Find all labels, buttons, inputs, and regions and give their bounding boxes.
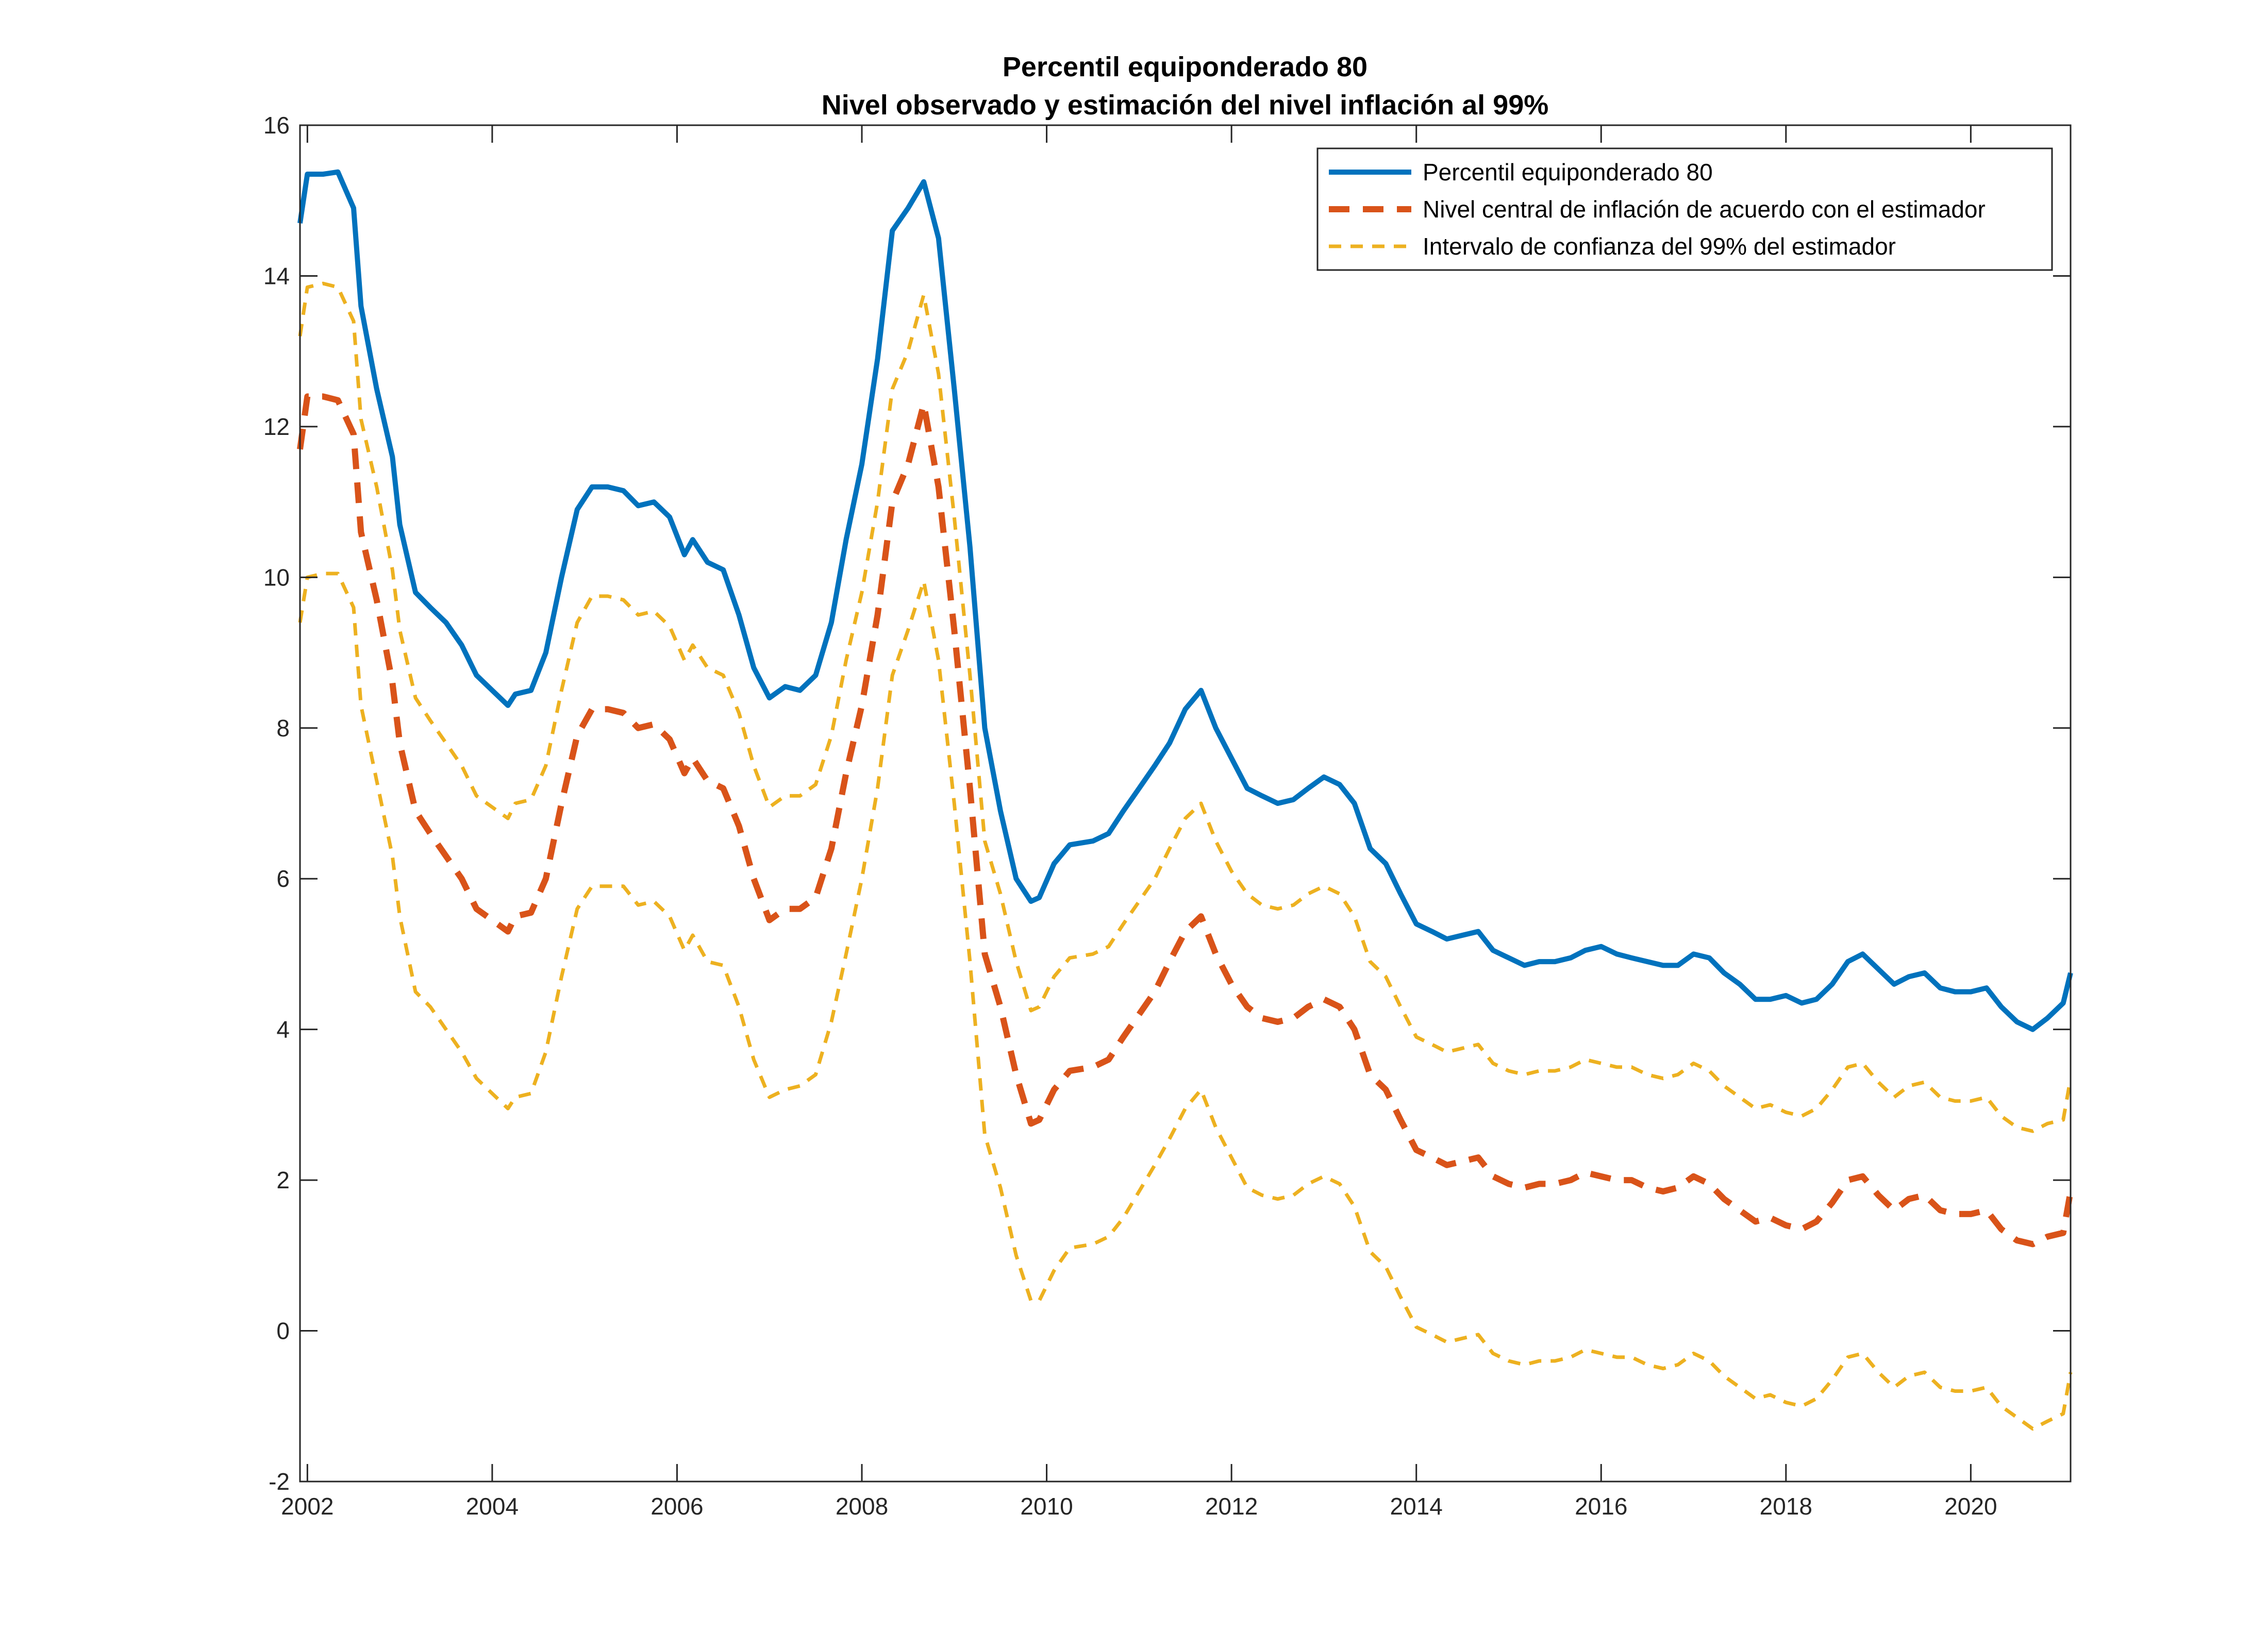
- y-tick-label: 8: [276, 715, 290, 742]
- x-tick-label: 2008: [836, 1493, 888, 1520]
- series-layer: [297, 169, 2074, 1431]
- y-tick-label: 2: [276, 1167, 290, 1193]
- y-tick-label: -2: [269, 1468, 290, 1495]
- x-tick-label: 2018: [1760, 1493, 1812, 1520]
- y-tick-label: 6: [276, 865, 290, 892]
- legend-label: Intervalo de confianza del 99% del estim…: [1423, 233, 1896, 260]
- y-tick-label: 10: [263, 564, 290, 591]
- chart-title: Percentil equiponderado 80: [1003, 52, 1368, 82]
- tick-layer: 2002 2004 2006 2008 2010 2012 2014 2016 2018 2020…: [263, 112, 2071, 1520]
- x-tick-label: 2006: [651, 1493, 703, 1520]
- plot-area: [300, 125, 2071, 1482]
- y-tick-label: 12: [263, 413, 290, 440]
- x-tick-label: 2012: [1205, 1493, 1258, 1520]
- x-tick-label: 2020: [1944, 1493, 1997, 1520]
- x-tick-label: 2004: [466, 1493, 519, 1520]
- x-tick-label: 2016: [1575, 1493, 1627, 1520]
- y-tick-label: 4: [276, 1016, 290, 1043]
- series-line-0: [297, 169, 2073, 1032]
- series-line-1: [297, 393, 2074, 1248]
- x-tick-label: 2010: [1020, 1493, 1073, 1520]
- legend: Percentil equiponderado 80 Nivel central …: [1316, 147, 2053, 271]
- y-tick-label: 0: [276, 1318, 290, 1344]
- series-line-3: [298, 571, 2073, 1431]
- y-tick-label: 16: [263, 112, 290, 139]
- x-tick-label: 2002: [281, 1493, 333, 1520]
- chart-subtitle: Nivel observado y estimación del nivel i…: [822, 90, 1549, 121]
- legend-box: [1316, 147, 2053, 271]
- y-tick-label: 14: [263, 262, 290, 289]
- legend-label: Nivel central de inflación de acuerdo co…: [1423, 196, 1986, 223]
- x-tick-label: 2014: [1390, 1493, 1443, 1520]
- axes-box: [299, 124, 2072, 1483]
- legend-label: Percentil equiponderado 80: [1423, 159, 1713, 186]
- series-line-2: [298, 281, 2073, 1133]
